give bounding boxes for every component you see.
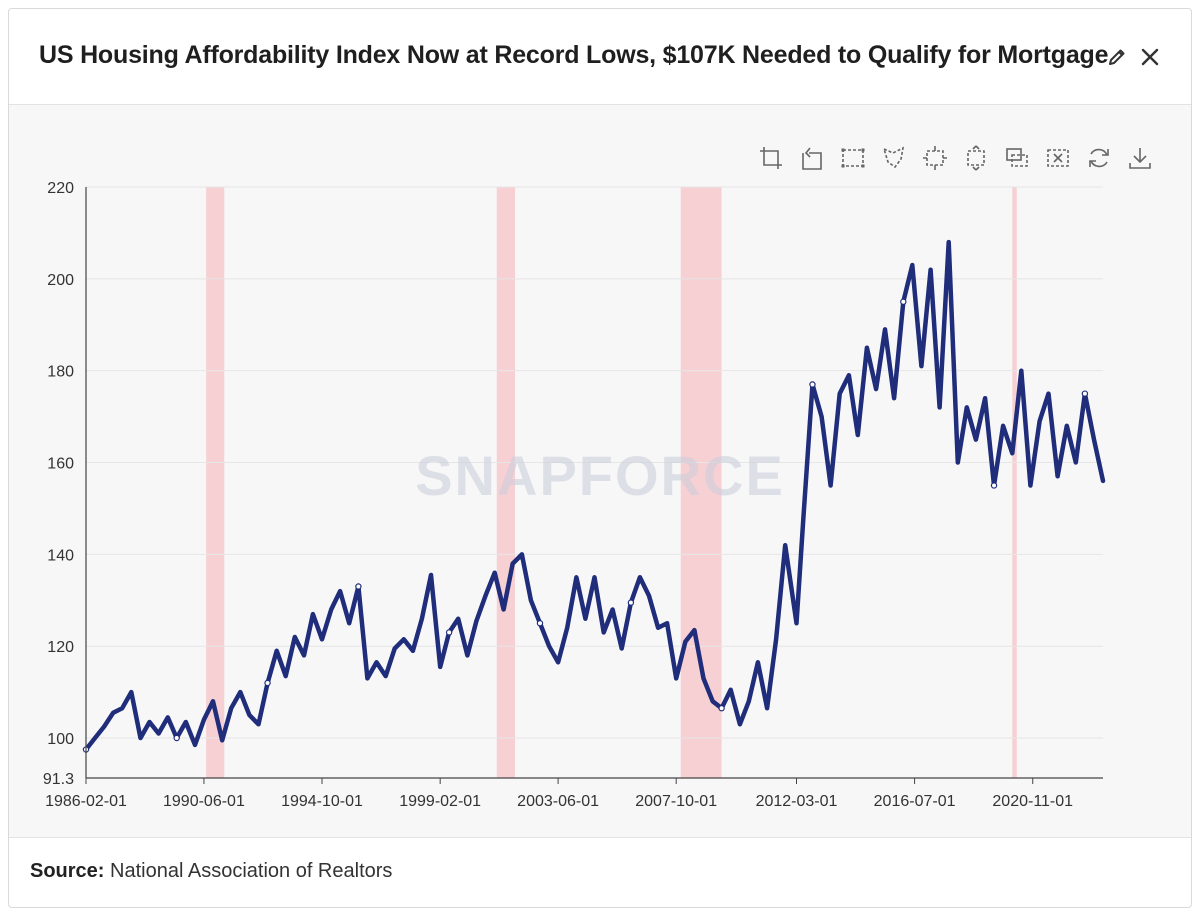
close-icon[interactable] (1141, 48, 1159, 66)
chart-toolbox (758, 145, 1153, 171)
source-label: Source: (30, 860, 105, 882)
zoom-reset-icon[interactable] (799, 145, 825, 171)
chart-area (9, 105, 1191, 838)
brush-icon[interactable] (1004, 145, 1030, 171)
source-text: National Association of Realtors (110, 860, 393, 882)
lasso-select-icon[interactable] (881, 145, 907, 171)
rect-select-icon[interactable] (840, 145, 866, 171)
clear-brush-icon[interactable] (1045, 145, 1071, 171)
chart-title: US Housing Affordability Index Now at Re… (39, 41, 1109, 69)
chart-panel: US Housing Affordability Index Now at Re… (8, 8, 1192, 908)
source-note: Source: National Association of Realtors (30, 860, 392, 883)
download-icon[interactable] (1127, 145, 1153, 171)
pencil-icon[interactable] (1107, 47, 1127, 67)
zoom-icon[interactable] (758, 145, 784, 171)
panel-header: US Housing Affordability Index Now at Re… (9, 9, 1191, 105)
restore-icon[interactable] (1086, 145, 1112, 171)
keep-select-icon[interactable] (922, 145, 948, 171)
clear-select-icon[interactable] (963, 145, 989, 171)
